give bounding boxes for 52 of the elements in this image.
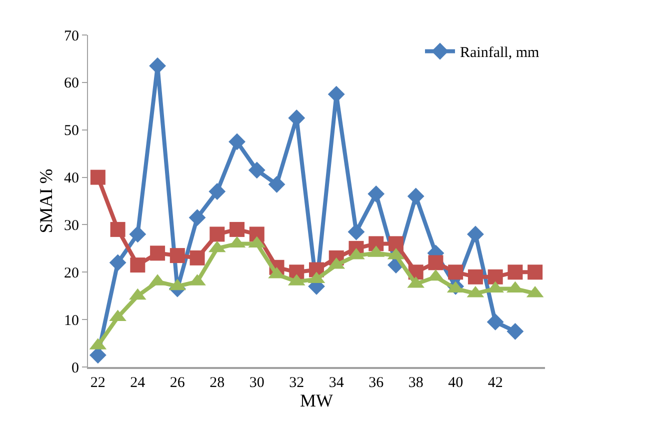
x-tick-label: 42 (488, 374, 503, 391)
x-tick-label: 34 (328, 374, 344, 391)
point (448, 264, 464, 280)
legend-label: Rainfall, mm (460, 45, 540, 62)
x-tick-label: 26 (170, 374, 186, 391)
x-tick-label: 38 (408, 374, 424, 391)
point (150, 246, 166, 261)
point (506, 322, 524, 340)
point (268, 176, 286, 193)
point (129, 226, 146, 243)
point (109, 254, 126, 272)
x-tick-label: 40 (448, 374, 464, 391)
y-axis-title: SMAI % (36, 168, 56, 234)
point (368, 185, 385, 202)
point (388, 236, 404, 252)
point (90, 170, 106, 185)
y-tick-label: 70 (64, 28, 79, 44)
y-tick-label: 20 (64, 265, 79, 282)
x-axis-title: MW (300, 390, 334, 411)
x-tick-label: 22 (90, 374, 106, 391)
y-tick-label: 40 (64, 170, 79, 187)
point (368, 236, 384, 252)
point (407, 188, 424, 205)
point (508, 264, 523, 280)
y-tick-label: 60 (64, 76, 79, 92)
point (528, 264, 543, 280)
point (190, 250, 205, 266)
x-tick-label: 36 (368, 374, 384, 391)
point (486, 313, 504, 330)
point (488, 269, 503, 284)
y-tick-label: 10 (64, 312, 79, 329)
point (210, 226, 225, 242)
point (428, 255, 444, 270)
point (208, 183, 226, 200)
point (110, 222, 126, 237)
x-tick-label: 24 (130, 374, 146, 391)
point (170, 248, 185, 264)
y-tick-label: 50 (64, 123, 79, 140)
point (130, 258, 146, 273)
x-tick-label: 30 (249, 374, 264, 391)
y-tick-label: 0 (72, 360, 79, 376)
point (467, 226, 484, 243)
point (248, 162, 266, 179)
point (468, 269, 483, 284)
point (249, 226, 264, 242)
x-tick-label: 32 (289, 374, 304, 391)
point (230, 222, 245, 237)
point (228, 133, 246, 150)
y-tick-label: 30 (64, 218, 79, 234)
x-tick-label: 28 (210, 374, 225, 391)
point (188, 209, 206, 226)
point (348, 223, 365, 240)
